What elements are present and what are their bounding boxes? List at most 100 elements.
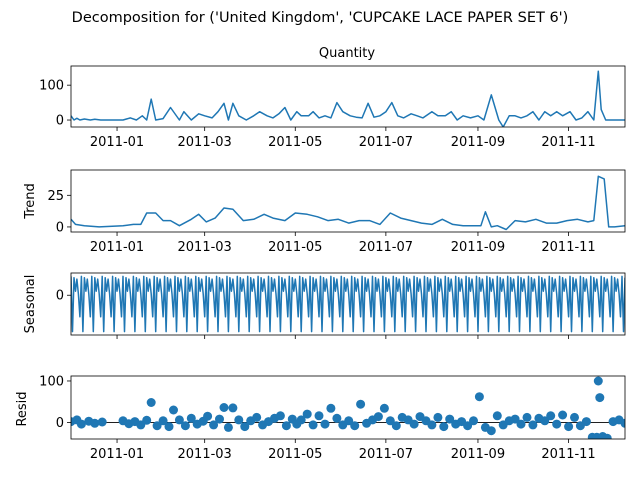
resid-point <box>252 412 262 422</box>
resid-point <box>379 403 389 413</box>
quantity-plot-area <box>71 70 625 127</box>
resid-point <box>356 399 366 409</box>
resid-point <box>528 420 538 430</box>
resid-point <box>186 413 196 423</box>
resid-point <box>546 411 556 421</box>
resid-point <box>602 433 612 439</box>
resid-point <box>308 420 318 430</box>
resid-point <box>593 376 603 386</box>
resid-point <box>158 416 168 426</box>
resid-point <box>595 393 605 403</box>
resid-xtick-label: 2011-09 <box>451 447 505 462</box>
seasonal-ytick-label: 0 <box>56 289 64 304</box>
resid-ylabel: Resid <box>15 391 30 426</box>
trend-xtick-label: 2011-11 <box>541 240 595 255</box>
resid-point <box>234 415 244 425</box>
resid-point <box>540 416 550 426</box>
quantity-panel: Quantity 0 100 2011-01 2011-03 2011-05 2011-0… <box>39 46 626 150</box>
quantity-xtick-label: 2011-07 <box>359 135 413 150</box>
seasonal-panel: Seasonal 0 <box>23 272 626 339</box>
resid-point <box>463 421 473 431</box>
resid-point <box>275 411 285 421</box>
resid-plot-area <box>71 376 625 439</box>
resid-point <box>219 403 229 412</box>
seasonal-series-line <box>71 275 625 333</box>
trend-series-line <box>71 175 625 231</box>
resid-point <box>296 415 306 425</box>
trend-xtick-label: 2011-07 <box>359 240 413 255</box>
resid-xtick-label: 2011-03 <box>178 447 232 462</box>
seasonal-plot-area <box>71 275 625 333</box>
resid-point <box>209 420 219 430</box>
resid-point <box>427 420 437 430</box>
resid-point <box>90 418 100 428</box>
resid-point <box>439 422 449 432</box>
resid-point <box>180 421 190 431</box>
resid-point <box>620 418 625 428</box>
quantity-ytick-label: 100 <box>39 79 64 94</box>
resid-point <box>223 422 233 432</box>
resid-point <box>350 421 360 431</box>
resid-point <box>522 412 532 422</box>
resid-point <box>469 416 478 426</box>
resid-xtick-label: 2011-01 <box>90 447 144 462</box>
resid-point <box>169 405 178 415</box>
quantity-xtick-label: 2011-09 <box>451 135 505 150</box>
resid-point <box>492 411 502 421</box>
resid-point <box>281 421 291 431</box>
resid-point <box>409 419 419 429</box>
resid-point <box>97 417 107 427</box>
trend-axes-frame <box>70 169 626 233</box>
resid-point <box>320 419 330 429</box>
resid-point <box>203 411 213 421</box>
resid-point <box>302 409 312 419</box>
resid-point <box>142 415 152 425</box>
resid-point <box>558 410 568 420</box>
resid-point <box>174 415 184 425</box>
resid-point <box>373 412 383 422</box>
resid-point <box>164 422 174 432</box>
resid-point <box>146 398 156 407</box>
trend-panel: Trend 0 25 2011-01 2011-03 2011-05 2011-07 201… <box>23 169 626 255</box>
trend-xtick-label: 2011-09 <box>451 240 505 255</box>
resid-point <box>391 421 401 431</box>
trend-xtick-label: 2011-01 <box>90 240 144 255</box>
resid-point <box>433 412 443 422</box>
resid-xtick-label: 2011-07 <box>359 447 413 462</box>
quantity-axes-frame <box>70 65 626 128</box>
seasonal-ylabel: Seasonal <box>23 275 38 334</box>
resid-point <box>564 422 574 432</box>
quantity-panel-title: Quantity <box>319 46 375 61</box>
quantity-series-line <box>71 70 625 127</box>
resid-panel: Resid 0 100 2011-01 2011-03 2011-05 2011-07 20… <box>15 374 626 462</box>
resid-point <box>385 416 395 426</box>
resid-xtick-label: 2011-11 <box>541 447 595 462</box>
resid-axes-frame <box>70 375 626 440</box>
quantity-xtick-label: 2011-05 <box>268 135 322 150</box>
quantity-xtick-label: 2011-11 <box>541 135 595 150</box>
resid-point <box>326 403 336 413</box>
resid-point <box>474 392 484 402</box>
figure-title: Decomposition for ('United Kingdom', 'CU… <box>72 10 569 26</box>
trend-xtick-label: 2011-03 <box>178 240 232 255</box>
quantity-ytick-label: 0 <box>56 114 64 129</box>
quantity-xtick-label: 2011-03 <box>178 135 232 150</box>
resid-point <box>581 417 591 427</box>
resid-point <box>76 419 86 429</box>
trend-ylabel: Trend <box>23 183 38 220</box>
resid-point <box>486 426 496 436</box>
trend-xtick-label: 2011-05 <box>268 240 322 255</box>
seasonal-axes-frame <box>70 272 626 336</box>
resid-point <box>510 414 520 424</box>
resid-point <box>332 413 342 423</box>
trend-plot-area <box>71 175 625 231</box>
resid-point <box>570 412 579 422</box>
resid-point <box>445 414 455 424</box>
resid-point <box>552 419 562 429</box>
quantity-xtick-label: 2011-01 <box>90 135 144 150</box>
resid-point <box>516 419 526 429</box>
resid-point <box>228 403 238 413</box>
resid-ytick-label: 0 <box>56 416 64 431</box>
